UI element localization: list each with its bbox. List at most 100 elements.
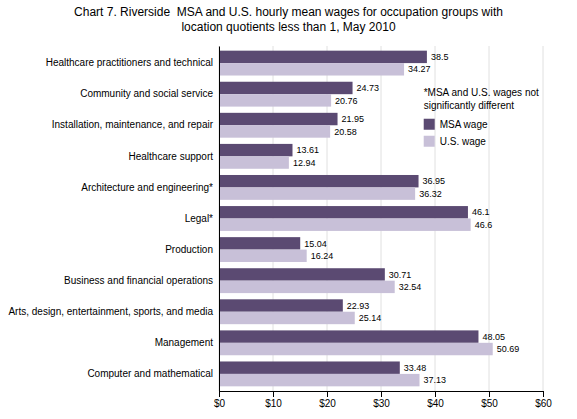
bar [219,361,400,373]
bar [219,94,331,106]
y-tick-label: Arts, design, entertainment, sports, and… [8,306,213,317]
x-tick-label: $30 [373,398,390,409]
bar [219,51,427,63]
data-label: 20.58 [334,127,357,137]
x-tick-mark [219,391,220,397]
y-tick: Architecture and engineering* [81,182,219,193]
x-tick-label: $50 [481,398,498,409]
data-label: 34.27 [408,64,431,74]
legend-label: MSA wage [440,119,488,130]
x-tick-mark [489,391,490,397]
y-tick-label: Production [165,244,213,255]
bar [219,144,292,156]
data-label: 21.95 [342,114,365,124]
annotation-line: *MSA and U.S. wages not [424,87,539,98]
data-label: 30.71 [389,270,412,280]
bar [219,113,338,125]
data-label: 16.24 [311,251,334,261]
y-tick: Healthcare practitioners and technical [46,57,219,68]
data-label: 48.05 [482,332,505,342]
y-tick-label: Architecture and engineering* [81,182,213,193]
data-label: 36.95 [423,176,446,186]
x-tick: $10 [265,391,282,409]
legend-swatch [424,136,435,147]
data-label: 12.94 [293,158,316,168]
y-tick: Business and financial operations [64,275,219,286]
grid-line [543,46,544,391]
title: Chart 7. Riverside MSA and U.S. hourly m… [74,5,503,34]
data-label: 36.32 [419,189,442,199]
y-tick-label: Healthcare support [129,151,214,162]
plot: $0 $10 $20 $30 $40 $50 $60 Healthcare practitio… [8,46,552,409]
bar [219,187,415,199]
y-tick: Installation, maintenance, and repair [52,119,219,130]
x-tick-label: $20 [319,398,336,409]
x-tick-mark [435,391,436,397]
data-label: 24.73 [357,83,380,93]
y-tick-label: Community and social service [80,88,213,99]
x-tick: $20 [319,391,336,409]
bar [219,268,385,280]
data-label: 46.6 [475,220,493,230]
y-tick: Management [155,337,219,348]
bar [219,175,419,187]
y-tick-label: Computer and mathematical [87,368,213,379]
bar [219,312,355,324]
grid [219,46,543,391]
bar [219,156,289,168]
chart-container: Chart 7. Riverside MSA and U.S. hourly m… [0,0,577,419]
bar [219,125,330,137]
legend: MSA wage U.S. wage [424,119,488,147]
notes: *MSA and U.S. wages not significantly dif… [424,87,539,147]
data-label: 46.1 [472,207,490,217]
x-tick: $60 [535,391,552,409]
y-tick-label: Installation, maintenance, and repair [52,119,214,130]
y-tick: Healthcare support [129,151,220,162]
bar [219,219,471,231]
bar [219,237,300,249]
y-axis-line [219,47,220,392]
x-tick-mark [327,391,328,397]
legend-swatch [424,119,435,130]
data-label: 22.93 [347,301,370,311]
x-tick-label: $40 [427,398,444,409]
data-label: 13.61 [296,145,319,155]
x-tick: $40 [427,391,444,409]
y-tick: Computer and mathematical [87,368,219,379]
data-label: 50.69 [497,344,520,354]
data-label: 33.48 [404,363,427,373]
y-tick-label: Healthcare practitioners and technical [46,57,213,68]
data-labels: 33.4848.0522.9330.7115.0446.136.9513.612… [293,52,519,385]
data-label: 37.13 [424,375,447,385]
y-tick: Legal* [185,213,219,224]
y-tick-label: Legal* [185,213,213,224]
x-axis-line [220,392,544,398]
y-tick-label: Management [155,337,214,348]
bar [219,63,404,75]
chart-svg: Chart 7. Riverside MSA and U.S. hourly m… [0,0,577,419]
y-tick: Community and social service [80,88,219,99]
series-bars [219,63,493,386]
bar [219,250,307,262]
data-label: 32.54 [399,282,422,292]
y-tick: Arts, design, entertainment, sports, and… [8,306,219,317]
x-tick: $0 [214,391,226,409]
x-tick-mark [273,391,274,397]
data-label: 20.76 [335,96,358,106]
bar [219,206,468,218]
x-tick: $30 [373,391,390,409]
legend-label: U.S. wage [440,136,487,147]
bar [219,82,353,94]
x-tick-label: $10 [265,398,282,409]
bar [219,299,343,311]
title-line: location quotients less than 1, May 2010 [181,20,395,34]
bar [219,374,420,386]
y-tick-label: Business and financial operations [64,275,213,286]
bar [219,330,478,342]
annotation-line: significantly different [424,100,515,111]
x-tick-label: $0 [214,398,226,409]
y-tick: Production [165,244,219,255]
series-data-labels: 37.1350.6925.1432.5416.2446.636.3212.942… [293,64,519,385]
legend-item: U.S. wage [424,136,487,147]
bar [219,281,395,293]
